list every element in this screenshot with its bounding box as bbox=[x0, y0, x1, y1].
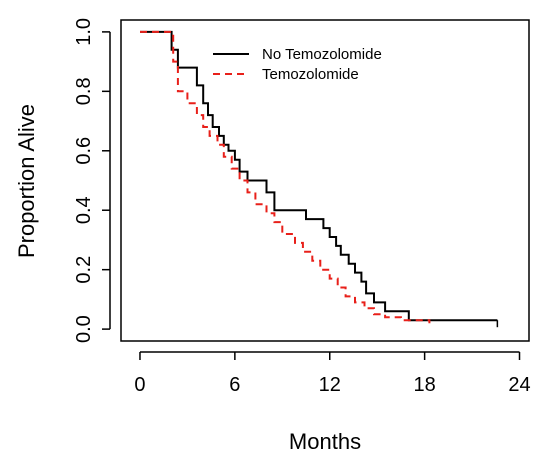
legend: No Temozolomide Temozolomide bbox=[213, 46, 382, 83]
series-layer bbox=[140, 30, 499, 328]
x-tick-label: 24 bbox=[508, 374, 530, 396]
plot-frame bbox=[120, 19, 530, 342]
y-tick-label: 0.6 bbox=[73, 137, 95, 165]
y-axis-title: Proportion Alive bbox=[14, 104, 39, 258]
series-line-temozolomide bbox=[140, 30, 431, 324]
y-tick-label: 1.0 bbox=[73, 18, 95, 46]
x-axis-title: Months bbox=[289, 429, 361, 454]
x-axis: 0 6 12 18 24 bbox=[134, 351, 531, 396]
legend-label: No Temozolomide bbox=[262, 46, 382, 63]
y-tick-label: 0.4 bbox=[73, 196, 95, 224]
series-line-no-temozolomide bbox=[140, 30, 498, 322]
legend-label: Temozolomide bbox=[262, 66, 359, 83]
y-tick-label: 0.2 bbox=[73, 256, 95, 284]
y-tick-label: 0.0 bbox=[73, 315, 95, 343]
x-tick-label: 0 bbox=[134, 374, 145, 396]
y-tick-label: 0.8 bbox=[73, 77, 95, 105]
x-tick-label: 6 bbox=[229, 374, 240, 396]
x-tick-label: 18 bbox=[414, 374, 436, 396]
y-axis: 0.0 0.2 0.4 0.6 0.8 1.0 bbox=[73, 18, 111, 343]
x-tick-label: 12 bbox=[319, 374, 341, 396]
